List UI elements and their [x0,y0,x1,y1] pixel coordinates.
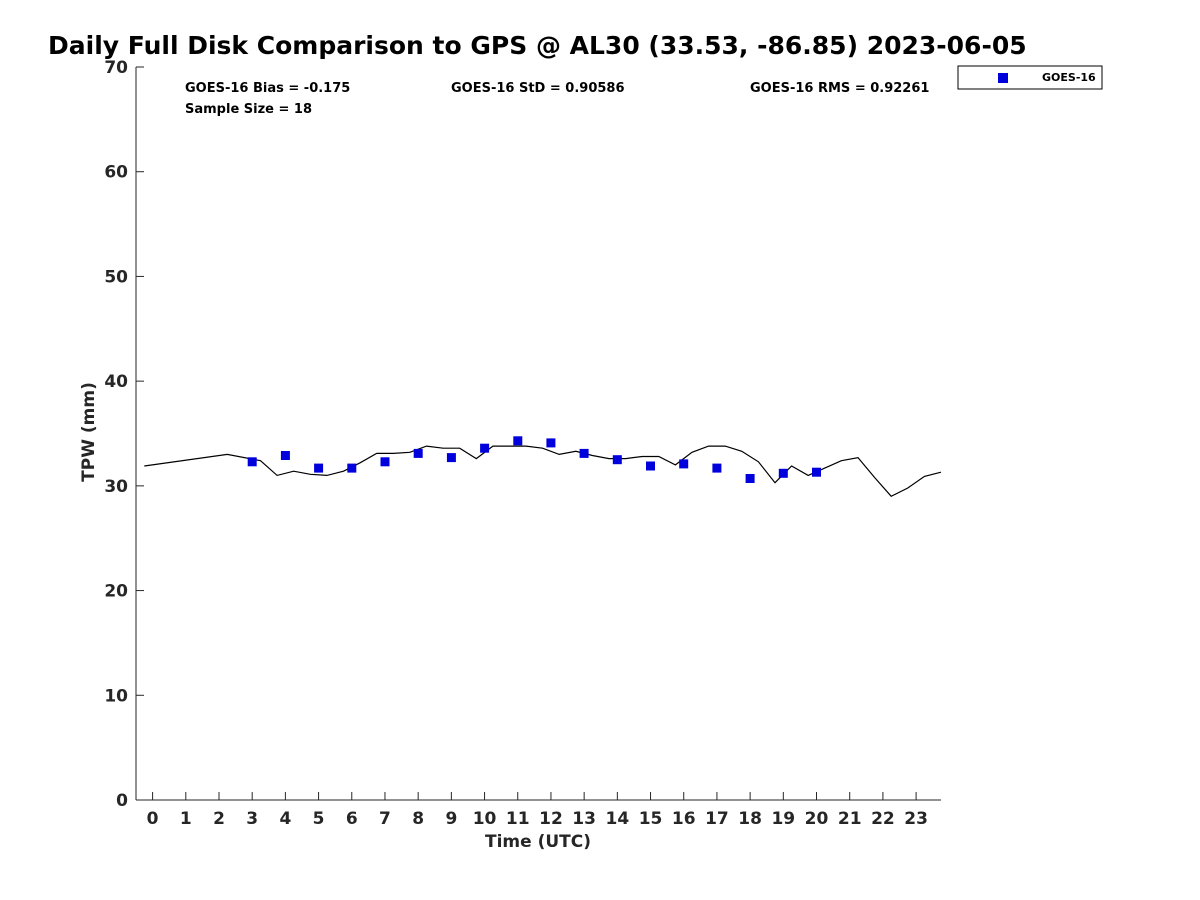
x-tick-label: 13 [572,809,596,829]
y-tick-label: 60 [104,163,128,183]
y-axis-label: TPW (mm) [79,382,99,482]
x-tick-label: 7 [379,809,391,829]
y-tick-label: 20 [104,582,128,602]
plot-frame [135,67,941,801]
goes16-data-point [778,468,788,478]
x-axis-label: Time (UTC) [485,832,591,852]
goes16-data-point [314,463,324,473]
goes16-data-point [679,459,689,469]
y-tick-label: 70 [104,58,128,78]
goes16-data-point [280,451,290,460]
goes16-data-point [347,463,357,473]
chart-title: Daily Full Disk Comparison to GPS @ AL30… [48,31,1027,60]
y-tick-label: 40 [104,372,128,392]
x-tick-label: 6 [346,809,358,829]
bias-stat: GOES-16 Bias = -0.175 [185,81,350,96]
x-tick-label: 21 [838,809,862,829]
goes16-data-point [745,474,755,483]
x-tick-label: 8 [412,809,424,829]
x-tick-label: 22 [871,809,895,829]
y-tick-label: 30 [104,477,128,497]
goes16-data-point [446,453,456,463]
goes16-data-point [712,463,722,473]
x-tick-label: 19 [771,809,795,829]
x-tick-label: 5 [313,809,325,829]
sample-size-stat: Sample Size = 18 [185,102,312,117]
std-stat: GOES-16 StD = 0.90586 [451,81,625,96]
legend: GOES-16 [957,65,1103,90]
gps-reference-line [144,445,942,498]
x-tick-label: 9 [445,809,457,829]
x-tick-label: 12 [539,809,563,829]
rms-stat: GOES-16 RMS = 0.92261 [750,81,929,96]
x-tick-label: 1 [180,809,192,829]
x-tick-label: 11 [506,809,530,829]
legend-marker-goes16 [998,73,1008,83]
x-tick-label: 16 [672,809,696,829]
goes16-data-point [612,455,622,465]
goes16-data-point [546,438,556,448]
x-tick-label: 23 [904,809,928,829]
y-tick-label: 0 [116,791,128,811]
x-tick-label: 17 [705,809,729,829]
x-tick-label: 0 [147,809,159,829]
x-tick-label: 3 [246,809,258,829]
legend-label-goes16: GOES-16 [1042,71,1096,84]
legend-box [957,65,1103,90]
goes16-data-point [480,443,490,453]
goes16-data-point [247,457,257,467]
y-axis: 0 10 20 30 40 50 60 70 [104,58,144,811]
goes16-data-point [380,457,390,467]
x-tick-label: 18 [738,809,762,829]
x-axis: 0 1 2 3 4 5 6 7 8 9 10 11 12 13 14 15 16 17 18 19 20 21 22 23 [147,792,928,829]
goes16-data-point [812,467,821,477]
goes16-data-point [413,448,423,458]
y-tick-label: 50 [104,267,128,287]
y-tick-label: 10 [104,686,128,706]
x-tick-label: 2 [213,809,225,829]
goes16-data-point [513,436,523,446]
x-tick-label: 20 [805,809,829,829]
goes16-data-point [646,461,655,471]
x-tick-label: 14 [606,809,630,829]
goes16-data-point [579,448,589,458]
x-tick-label: 4 [279,809,291,829]
x-tick-label: 15 [639,809,663,829]
x-tick-label: 10 [473,809,497,829]
series-layer [144,436,942,498]
